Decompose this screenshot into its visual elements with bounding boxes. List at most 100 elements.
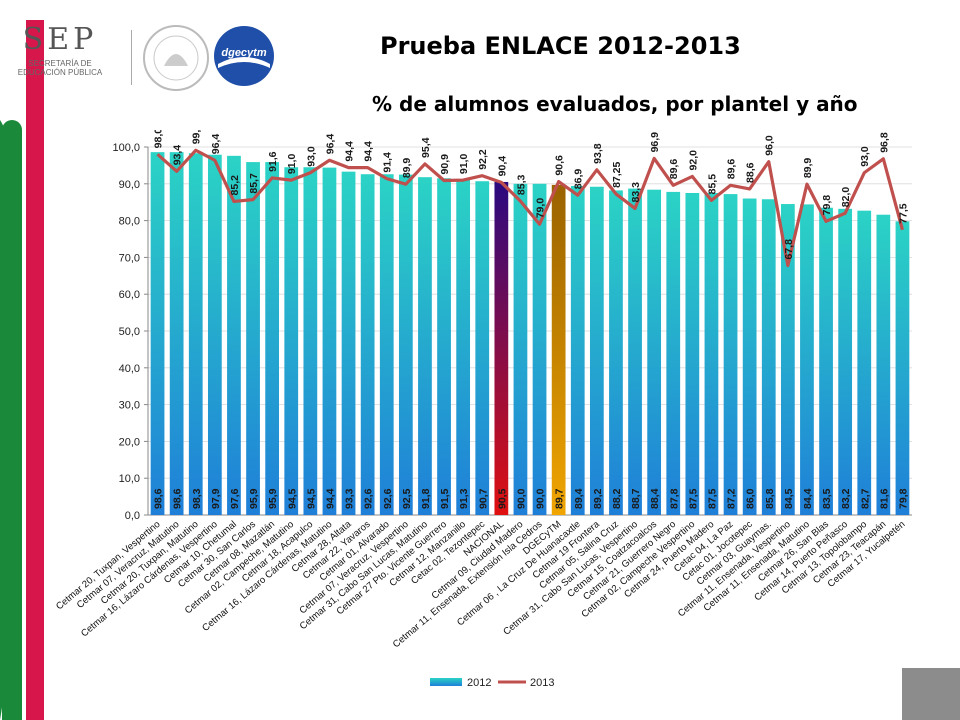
dgecytm-logo-text: dgecytm: [221, 47, 267, 59]
bar-2012: [723, 194, 738, 515]
bar-value-label: 92,6: [363, 488, 375, 509]
bar-2012: [360, 174, 375, 515]
bar-2012: [475, 181, 490, 515]
bar-2012: [246, 162, 260, 515]
bar-2012: [838, 208, 853, 515]
bar-2012: [265, 162, 280, 515]
bar-value-label: 88,7: [630, 488, 642, 509]
bar-2012: [284, 167, 299, 516]
line-value-label: 67,8: [783, 239, 795, 260]
bar-2012: [494, 181, 509, 515]
bar-2012: [895, 221, 910, 515]
bar-2012: [169, 152, 184, 515]
bar-value-label: 87,5: [687, 488, 699, 509]
y-tick-label: 100,0: [112, 142, 140, 154]
bar-2012: [322, 167, 337, 515]
chart-subtitle: % de alumnos evaluados, por plantel y añ…: [372, 92, 858, 116]
dgecytm-logo: [214, 26, 274, 86]
bar-value-label: 92,6: [382, 488, 394, 509]
bar-value-label: 90,0: [535, 488, 547, 509]
bar-value-label: 91,3: [458, 488, 470, 509]
y-tick-label: 80,0: [119, 216, 140, 228]
bar-2012: [876, 214, 891, 515]
bar-2012: [303, 167, 318, 516]
bar-value-label: 90,7: [477, 488, 489, 509]
line-value-label: 93,0: [305, 146, 317, 167]
line-value-label: 79,0: [535, 198, 547, 219]
series-line-2013: [156, 148, 904, 268]
legend-swatch-2012: [430, 678, 462, 686]
line-value-label: 92,2: [477, 149, 489, 170]
line-value-label: 89,9: [401, 158, 413, 179]
line-value-label: 91,0: [458, 154, 470, 175]
line-value-label: 85,7: [248, 173, 260, 194]
bar-2012: [341, 171, 356, 515]
bar-value-label: 86,0: [745, 488, 757, 509]
sep-logo-line1: SECRETARÍA DE: [28, 59, 92, 68]
bar-value-label: 79,8: [897, 488, 909, 509]
line-value-label: 96,9: [649, 132, 661, 153]
bar-2012: [150, 152, 165, 515]
y-tick-label: 10,0: [119, 473, 140, 485]
bar-value-label: 85,8: [764, 488, 776, 509]
bar-value-label: 90,0: [515, 488, 527, 509]
bar-2012: [551, 184, 566, 515]
bar-value-label: 88,2: [611, 488, 623, 509]
bar-value-label: 82,7: [859, 488, 871, 509]
bar-value-label: 81,6: [878, 488, 890, 509]
bar-2012: [227, 155, 241, 515]
bar-value-label: 95,9: [267, 488, 279, 509]
bar-2012: [207, 154, 222, 515]
line-value-label: 85,5: [706, 174, 718, 195]
y-tick-label: 70,0: [119, 252, 140, 264]
y-tick-label: 30,0: [119, 400, 140, 412]
green-stripe: [2, 120, 22, 720]
y-tick-label: 90,0: [119, 179, 140, 191]
line-value-label: 89,9: [802, 158, 814, 179]
bar-value-label: 94,4: [324, 488, 336, 509]
line-value-label: 94,4: [363, 141, 375, 162]
line-value-label: 88,6: [745, 162, 757, 183]
bar-value-label: 91,8: [420, 488, 432, 509]
line-value-label: 83,3: [630, 182, 642, 203]
chart-container: 0,0 10,0 20,0 30,0 40,0 50,0 60,0 70,0 80,0 90,0 1…: [0, 124, 960, 700]
line-value-label: 85,3: [515, 174, 527, 195]
line-value-label: 89,6: [726, 159, 738, 180]
line-value-label: 85,2: [229, 175, 241, 196]
bar-2012: [742, 198, 757, 515]
line-value-label: 91,4: [382, 152, 394, 173]
bar-value-label: 95,9: [248, 488, 260, 509]
bar-value-label: 89,7: [554, 488, 566, 509]
line-value-label: 94,4: [344, 141, 356, 162]
bar-value-label: 84,5: [783, 488, 795, 509]
line-value-label: 90,9: [439, 154, 451, 175]
bar-value-label: 98,3: [191, 488, 203, 509]
header-logos: SEP SECRETARÍA DE EDUCACIÓN PÚBLICA dgec…: [0, 0, 280, 95]
line-value-label: 98,0: [153, 130, 165, 148]
line-value-label: 91,6: [267, 151, 279, 172]
logo-divider: [131, 30, 132, 85]
bar-value-label: 90,5: [496, 488, 508, 509]
bar-2012: [418, 177, 432, 515]
bar-2012: [647, 189, 662, 516]
bar-value-label: 94,5: [286, 488, 298, 509]
bar-2012: [398, 174, 413, 515]
bar-value-label: 87,2: [726, 488, 738, 509]
bar-value-label: 94,5: [305, 488, 317, 509]
bar-value-label: 98,6: [172, 488, 184, 509]
bar-2012: [513, 183, 528, 516]
y-tick-label: 60,0: [119, 289, 140, 301]
bar-value-label: 93,3: [344, 488, 356, 509]
line-value-label: 87,25: [611, 161, 623, 187]
y-tick-label: 50,0: [119, 326, 140, 338]
line-value-label: 90,6: [554, 155, 566, 176]
bar-2012: [800, 204, 814, 515]
line-value-label: 77,5: [897, 203, 909, 224]
bar-value-label: 92,5: [401, 488, 413, 509]
line-value-label: 96,0: [764, 135, 776, 156]
bar-2012: [532, 183, 547, 516]
bar-value-label: 89,2: [592, 488, 604, 509]
bar-value-label: 87,8: [668, 488, 680, 509]
line-value-label: 99,1: [191, 130, 203, 144]
bar-2012: [589, 186, 604, 515]
